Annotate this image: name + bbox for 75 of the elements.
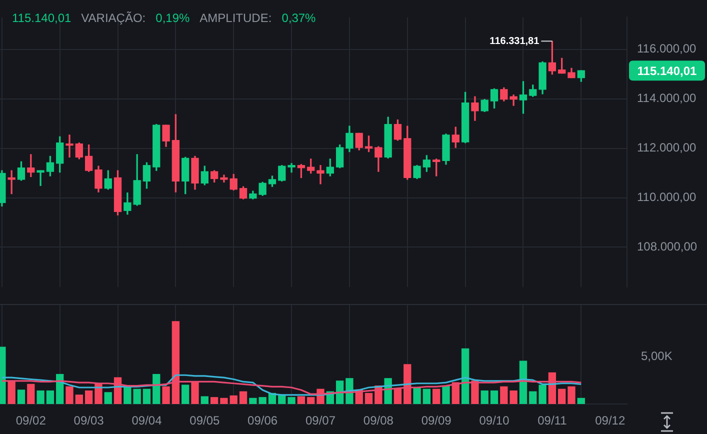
x-tick-label: 09/12 bbox=[595, 414, 626, 428]
x-tick-label: 09/08 bbox=[363, 414, 394, 428]
text: 115.140,01 bbox=[637, 64, 698, 78]
bar bbox=[364, 392, 373, 404]
bar bbox=[519, 360, 528, 404]
bar bbox=[84, 390, 93, 404]
bar bbox=[480, 390, 488, 404]
x-tick-label: 09/09 bbox=[421, 414, 452, 428]
x-tick-label: 09/04 bbox=[132, 414, 162, 428]
bar bbox=[56, 374, 64, 404]
bar bbox=[220, 398, 228, 404]
x-tick-label: 09/11 bbox=[538, 414, 568, 428]
bar bbox=[17, 390, 26, 404]
y-tick-label: 114.000,00 bbox=[637, 91, 696, 106]
bar bbox=[104, 392, 112, 404]
bar bbox=[133, 388, 141, 404]
bar bbox=[239, 391, 248, 404]
candlestick bbox=[510, 94, 518, 106]
bar bbox=[490, 390, 498, 404]
bar bbox=[538, 384, 546, 404]
bar bbox=[529, 391, 537, 404]
bar bbox=[8, 381, 16, 404]
candlestick bbox=[66, 134, 74, 158]
bar bbox=[461, 348, 470, 404]
bar bbox=[75, 394, 83, 404]
x-tick-label: 09/10 bbox=[479, 414, 510, 428]
annotation: 115.140,01 bbox=[12, 11, 72, 25]
bar bbox=[413, 387, 421, 404]
bar bbox=[500, 386, 508, 404]
bar bbox=[210, 397, 218, 404]
bar bbox=[452, 382, 460, 404]
annotation: 0,19% bbox=[156, 11, 190, 25]
x-tick-label: 09/06 bbox=[248, 414, 278, 428]
bar bbox=[297, 396, 306, 404]
bar bbox=[394, 388, 402, 404]
bar bbox=[152, 374, 160, 404]
bar bbox=[200, 396, 208, 404]
bar bbox=[442, 386, 450, 404]
bar bbox=[191, 382, 199, 404]
annotation: AMPLITUDE: bbox=[200, 11, 272, 25]
bar bbox=[510, 390, 518, 404]
bar bbox=[36, 390, 44, 404]
bar bbox=[278, 395, 286, 404]
bar bbox=[336, 380, 344, 404]
bar bbox=[27, 384, 35, 404]
candlestick bbox=[36, 170, 44, 186]
bar bbox=[558, 388, 566, 404]
bar bbox=[172, 321, 180, 404]
bar bbox=[162, 386, 170, 404]
x-tick-label: 09/02 bbox=[16, 414, 46, 428]
bar bbox=[66, 386, 74, 404]
y-tick-label: 108.000,00 bbox=[637, 240, 698, 254]
bar bbox=[404, 364, 412, 404]
x-tick-label: 09/03 bbox=[74, 414, 104, 428]
y-tick-label: 116.000,00 bbox=[637, 42, 696, 56]
y-tick-label: 110.000,00 bbox=[637, 190, 696, 204]
annotation: 0,37% bbox=[282, 11, 316, 25]
bar bbox=[471, 380, 479, 404]
x-tick-label: 09/07 bbox=[305, 414, 336, 428]
bar bbox=[307, 397, 315, 404]
annotation: VARIAÇÃO: bbox=[81, 11, 146, 25]
bar bbox=[182, 384, 190, 404]
text: 5,00K bbox=[641, 349, 672, 363]
bar bbox=[230, 395, 238, 404]
bar bbox=[568, 386, 576, 404]
bar bbox=[422, 388, 431, 404]
candlestick bbox=[316, 165, 324, 184]
annotation: 116.331,81 bbox=[490, 36, 540, 47]
bar bbox=[432, 388, 440, 404]
x-tick-label: 09/05 bbox=[190, 414, 220, 428]
bar bbox=[577, 398, 585, 404]
bar bbox=[288, 397, 296, 404]
bar bbox=[142, 388, 151, 404]
bar bbox=[46, 390, 54, 404]
y-tick-label: 112.000,00 bbox=[637, 140, 696, 155]
